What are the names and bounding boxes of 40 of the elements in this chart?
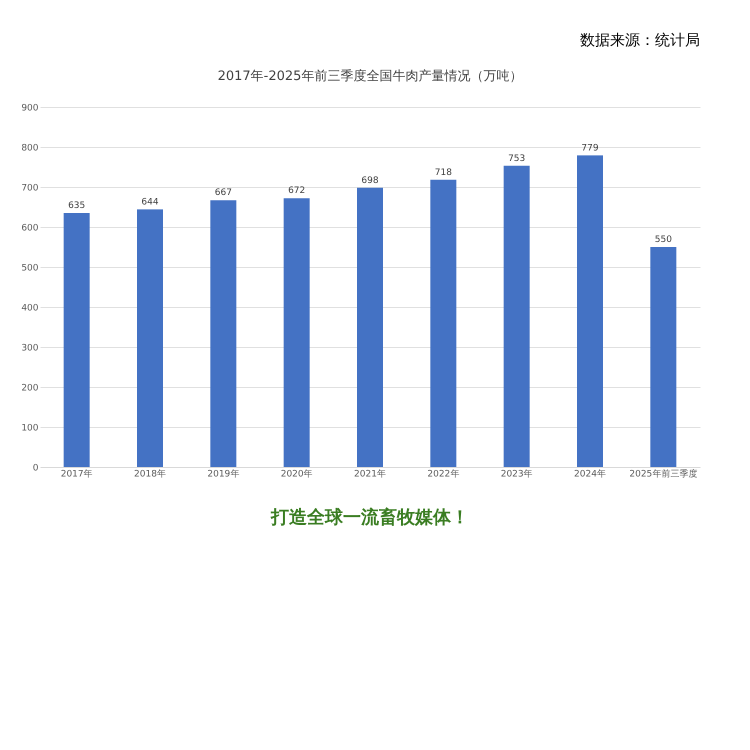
data-label: 672 bbox=[288, 186, 306, 196]
bar bbox=[284, 198, 310, 467]
x-tick-label: 2019年 bbox=[207, 468, 240, 480]
bar bbox=[357, 188, 383, 467]
bar bbox=[504, 166, 530, 467]
data-label: 635 bbox=[68, 201, 86, 211]
y-tick-label: 900 bbox=[21, 104, 39, 114]
y-tick-label: 300 bbox=[21, 344, 39, 354]
bar bbox=[137, 209, 163, 467]
data-label: 718 bbox=[434, 168, 452, 178]
y-tick-label: 0 bbox=[32, 464, 39, 474]
bar bbox=[64, 213, 90, 467]
data-label: 550 bbox=[654, 235, 672, 245]
chart-title: 2017年-2025年前三季度全国牛肉产量情况（万吨） bbox=[218, 68, 522, 84]
x-tick-label: 2021年 bbox=[354, 468, 386, 480]
y-tick-label: 800 bbox=[21, 144, 39, 154]
bar bbox=[210, 200, 236, 467]
x-tick-label: 2022年 bbox=[427, 468, 460, 480]
x-tick-label: 2017年 bbox=[60, 468, 93, 480]
data-label: 644 bbox=[141, 197, 159, 208]
y-tick-label: 200 bbox=[21, 384, 39, 394]
y-tick-label: 500 bbox=[21, 264, 39, 274]
x-tick-label: 2018年 bbox=[134, 468, 166, 480]
y-tick-label: 700 bbox=[21, 184, 39, 194]
y-tick-label: 100 bbox=[21, 424, 39, 434]
y-tick-label: 600 bbox=[21, 224, 39, 234]
data-label: 779 bbox=[581, 143, 599, 154]
bar bbox=[577, 155, 603, 467]
source-note: 数据来源：统计局 bbox=[580, 31, 700, 49]
bar bbox=[430, 180, 456, 467]
bar bbox=[650, 247, 676, 467]
x-tick-label: 2025年前三季度 bbox=[629, 468, 698, 480]
y-tick-label: 400 bbox=[21, 304, 39, 314]
data-label: 753 bbox=[508, 154, 526, 164]
x-tick-label: 2020年 bbox=[280, 468, 313, 480]
text: 打造全球一流畜牧媒体！ bbox=[270, 507, 469, 528]
data-label: 667 bbox=[214, 188, 232, 198]
x-tick-label: 2024年 bbox=[574, 468, 606, 480]
x-tick-label: 2023年 bbox=[500, 468, 533, 480]
data-label: 698 bbox=[361, 176, 379, 186]
